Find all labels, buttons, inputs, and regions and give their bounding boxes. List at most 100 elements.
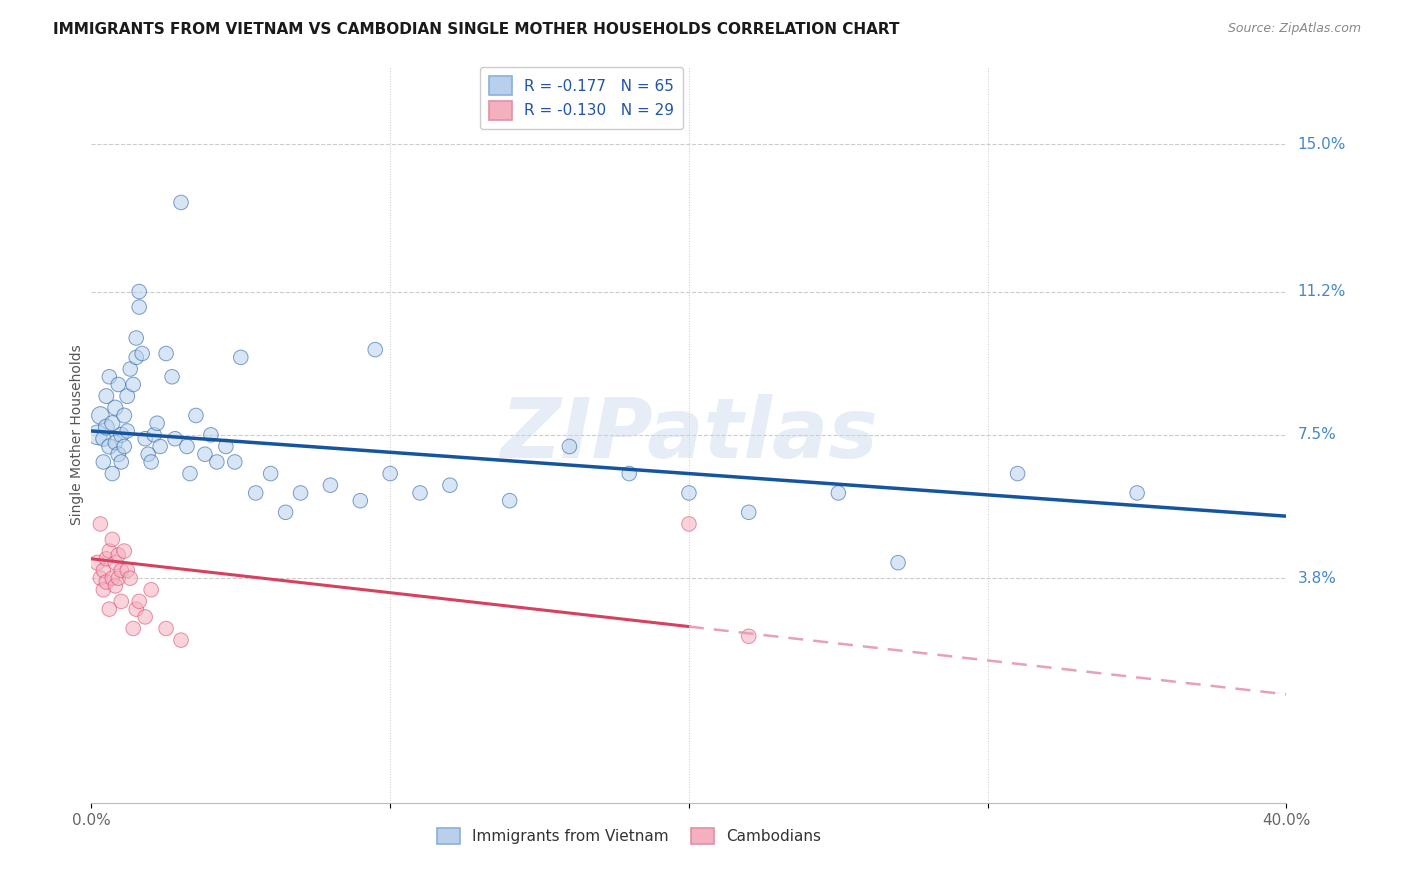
Point xyxy=(1007,467,1029,481)
Point xyxy=(122,377,145,392)
Point xyxy=(229,351,252,365)
Point xyxy=(364,343,387,357)
Point xyxy=(93,455,115,469)
Point xyxy=(290,486,312,500)
Point xyxy=(110,594,132,608)
Point xyxy=(155,622,177,636)
Text: 15.0%: 15.0% xyxy=(1298,136,1346,152)
Point xyxy=(112,440,135,454)
Point xyxy=(89,409,111,423)
Point xyxy=(146,416,169,430)
Point xyxy=(149,440,172,454)
Point xyxy=(194,447,217,461)
Point xyxy=(134,432,156,446)
Point xyxy=(86,427,108,442)
Point xyxy=(141,582,163,597)
Point xyxy=(678,486,700,500)
Point xyxy=(86,556,108,570)
Point xyxy=(93,432,115,446)
Point xyxy=(104,401,127,415)
Point xyxy=(89,571,111,585)
Legend: Immigrants from Vietnam, Cambodians: Immigrants from Vietnam, Cambodians xyxy=(430,822,828,850)
Point xyxy=(274,505,297,519)
Point xyxy=(380,467,402,481)
Point xyxy=(107,377,129,392)
Point xyxy=(184,409,207,423)
Text: ZIPatlas: ZIPatlas xyxy=(501,394,877,475)
Point xyxy=(678,516,700,531)
Text: IMMIGRANTS FROM VIETNAM VS CAMBODIAN SINGLE MOTHER HOUSEHOLDS CORRELATION CHART: IMMIGRANTS FROM VIETNAM VS CAMBODIAN SIN… xyxy=(53,22,900,37)
Point xyxy=(215,440,238,454)
Point xyxy=(96,551,118,566)
Point xyxy=(319,478,342,492)
Point xyxy=(101,467,124,481)
Point xyxy=(1126,486,1149,500)
Point xyxy=(122,622,145,636)
Text: 7.5%: 7.5% xyxy=(1298,427,1336,442)
Point xyxy=(107,571,129,585)
Point xyxy=(125,602,148,616)
Point xyxy=(101,571,124,585)
Point xyxy=(136,447,159,461)
Point xyxy=(115,563,138,577)
Point xyxy=(98,440,121,454)
Point xyxy=(558,440,581,454)
Point xyxy=(128,594,150,608)
Point xyxy=(125,351,148,365)
Y-axis label: Single Mother Households: Single Mother Households xyxy=(70,344,84,525)
Point xyxy=(104,579,127,593)
Point xyxy=(170,633,193,648)
Point xyxy=(349,493,371,508)
Point xyxy=(101,533,124,547)
Point xyxy=(737,505,759,519)
Point xyxy=(93,563,115,577)
Point xyxy=(134,610,156,624)
Point xyxy=(112,409,135,423)
Point xyxy=(163,432,186,446)
Point xyxy=(259,467,281,481)
Point xyxy=(439,478,461,492)
Point xyxy=(205,455,228,469)
Point xyxy=(104,435,127,450)
Point xyxy=(125,331,148,345)
Point xyxy=(96,574,118,589)
Point xyxy=(170,195,193,210)
Point xyxy=(104,556,127,570)
Point xyxy=(115,424,138,438)
Text: 11.2%: 11.2% xyxy=(1298,284,1346,299)
Point xyxy=(93,582,115,597)
Point xyxy=(115,389,138,403)
Point xyxy=(128,300,150,314)
Point xyxy=(176,440,198,454)
Point xyxy=(107,548,129,562)
Point xyxy=(619,467,641,481)
Point xyxy=(96,389,118,403)
Text: Source: ZipAtlas.com: Source: ZipAtlas.com xyxy=(1227,22,1361,36)
Point xyxy=(155,346,177,360)
Point xyxy=(128,285,150,299)
Point xyxy=(112,544,135,558)
Text: 3.8%: 3.8% xyxy=(1298,571,1337,586)
Point xyxy=(110,455,132,469)
Point xyxy=(499,493,522,508)
Point xyxy=(224,455,246,469)
Point xyxy=(827,486,849,500)
Point xyxy=(96,420,118,434)
Point xyxy=(110,427,132,442)
Point xyxy=(98,544,121,558)
Point xyxy=(179,467,201,481)
Point xyxy=(98,369,121,384)
Point xyxy=(101,416,124,430)
Point xyxy=(120,571,142,585)
Point xyxy=(120,362,142,376)
Point xyxy=(887,556,910,570)
Point xyxy=(245,486,267,500)
Point xyxy=(110,563,132,577)
Point xyxy=(160,369,183,384)
Point xyxy=(143,427,166,442)
Point xyxy=(409,486,432,500)
Point xyxy=(89,516,111,531)
Point xyxy=(141,455,163,469)
Point xyxy=(131,346,153,360)
Point xyxy=(107,447,129,461)
